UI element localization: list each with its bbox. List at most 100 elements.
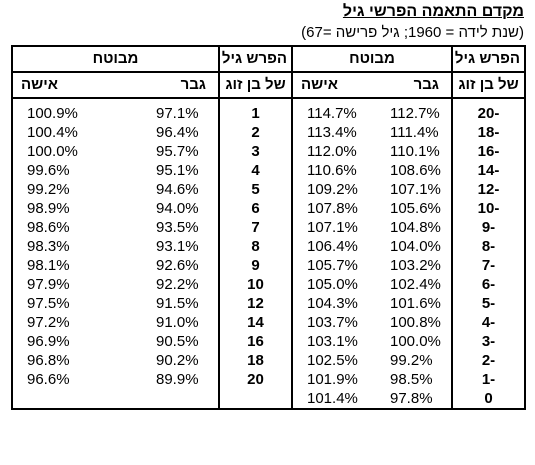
age-diff-cell: -9	[451, 218, 526, 237]
woman-value-cell: 99.6%	[11, 161, 144, 180]
header-woman-left: אישה	[11, 72, 144, 99]
man-value-cell: 100.8%	[390, 314, 441, 331]
age-diff-cell: 4	[218, 161, 292, 180]
woman-value-cell: 98.3%	[11, 237, 144, 256]
age-diff-cell: 7	[218, 218, 292, 237]
woman-value-cell: 96.6%	[11, 370, 144, 389]
woman-value-cell: 109.2%	[291, 180, 378, 199]
table-row: 0 97.8% 101.4%	[11, 389, 526, 410]
header-man-left: גבר	[144, 72, 219, 99]
woman-value-cell: 112.0%	[291, 142, 378, 161]
woman-value-cell: 105.7%	[291, 256, 378, 275]
age-diff-cell: 18	[218, 351, 292, 370]
age-diff-cell: 14	[218, 313, 292, 332]
man-value-cell: 94.6%	[156, 181, 199, 198]
man-value-cell: 98.5%	[390, 371, 433, 388]
age-diff-cell: -10	[451, 199, 526, 218]
age-diff-cell: 6	[218, 199, 292, 218]
man-value-cell: 92.6%	[156, 257, 199, 274]
man-value-cell: 111.4%	[390, 124, 439, 141]
table-row: -9 104.8% 107.1% 7 93.5% 98.6%	[11, 218, 526, 237]
woman-value-cell: 97.2%	[11, 313, 144, 332]
header-spouse-right: של בן זוג	[451, 72, 526, 99]
table-row: -7 103.2% 105.7% 9 92.6% 98.1%	[11, 256, 526, 275]
man-value-cell: 103.2%	[390, 257, 441, 274]
man-value-cell: 100.0%	[390, 333, 441, 350]
table-row: -10 105.6% 107.8% 6 94.0% 98.9%	[11, 199, 526, 218]
age-diff-cell: 2	[218, 123, 292, 142]
woman-value-cell: 97.9%	[11, 275, 144, 294]
table-row: -18 111.4% 113.4% 2 96.4% 100.4%	[11, 123, 526, 142]
age-diff-cell: -14	[451, 161, 526, 180]
age-diff-cell: 5	[218, 180, 292, 199]
man-value-cell: 96.4%	[156, 124, 199, 141]
age-diff-cell: 9	[218, 256, 292, 275]
age-diff-cell: -16	[451, 142, 526, 161]
man-value-cell: 91.0%	[156, 314, 199, 331]
man-value-cell: 105.6%	[390, 200, 441, 217]
age-diff-cell: 1	[218, 98, 292, 123]
man-value-cell: 95.7%	[156, 143, 199, 160]
woman-value-cell: 101.9%	[291, 370, 378, 389]
man-value-cell: 97.1%	[156, 105, 199, 122]
woman-value-cell: 100.0%	[11, 142, 144, 161]
table-row: -6 102.4% 105.0% 10 92.2% 97.9%	[11, 275, 526, 294]
age-diff-cell: -8	[451, 237, 526, 256]
woman-value-cell: 100.9%	[11, 98, 144, 123]
woman-value-cell: 110.6%	[291, 161, 378, 180]
age-diff-cell: -4	[451, 313, 526, 332]
woman-value-cell: 97.5%	[11, 294, 144, 313]
man-value-cell: 92.2%	[156, 276, 199, 293]
man-value-cell: 104.0%	[390, 238, 441, 255]
table-row: -12 107.1% 109.2% 5 94.6% 99.2%	[11, 180, 526, 199]
age-diff-cell: -1	[451, 370, 526, 389]
woman-value-cell: 98.1%	[11, 256, 144, 275]
woman-value-cell: 107.8%	[291, 199, 378, 218]
page-title: מקדם התאמה הפרשי גיל	[342, 3, 524, 20]
woman-value-cell: 96.9%	[11, 332, 144, 351]
age-diff-cell: 0	[451, 389, 526, 410]
table-row: -3 100.0% 103.1% 16 90.5% 96.9%	[11, 332, 526, 351]
woman-value-cell: 105.0%	[291, 275, 378, 294]
woman-value-cell	[11, 389, 144, 410]
man-value-cell: 108.6%	[390, 162, 441, 179]
age-diff-cell: 12	[218, 294, 292, 313]
header-insured-right: מבוטח	[291, 45, 452, 73]
man-value-cell	[144, 389, 219, 410]
woman-value-cell: 96.8%	[11, 351, 144, 370]
table-row: -4 100.8% 103.7% 14 91.0% 97.2%	[11, 313, 526, 332]
man-value-cell: 90.2%	[156, 352, 199, 369]
table-row: -8 104.0% 106.4% 8 93.1% 98.3%	[11, 237, 526, 256]
age-diff-cell: -18	[451, 123, 526, 142]
man-value-cell: 104.8%	[390, 219, 441, 236]
age-diff-cell: 20	[218, 370, 292, 389]
woman-value-cell: 103.7%	[291, 313, 378, 332]
woman-value-cell: 113.4%	[291, 123, 378, 142]
woman-value-cell: 103.1%	[291, 332, 378, 351]
age-diff-cell: 3	[218, 142, 292, 161]
man-value-cell: 101.6%	[390, 295, 441, 312]
woman-value-cell: 106.4%	[291, 237, 378, 256]
man-value-cell: 94.0%	[156, 200, 199, 217]
woman-value-cell: 104.3%	[291, 294, 378, 313]
woman-value-cell: 101.4%	[291, 389, 378, 410]
age-difference-table: הפרש גיל מבוטח הפרש גיל מבוטח של בן זוג …	[11, 45, 526, 410]
man-value-cell: 97.8%	[378, 389, 452, 410]
man-value-cell: 95.1%	[156, 162, 199, 179]
age-diff-cell: -12	[451, 180, 526, 199]
age-diff-cell	[218, 389, 292, 410]
man-value-cell: 89.9%	[156, 371, 199, 388]
table-row: -16 110.1% 112.0% 3 95.7% 100.0%	[11, 142, 526, 161]
man-value-cell: 99.2%	[390, 352, 433, 369]
man-value-cell: 93.5%	[156, 219, 199, 236]
woman-value-cell: 102.5%	[291, 351, 378, 370]
table-row: -1 98.5% 101.9% 20 89.9% 96.6%	[11, 370, 526, 389]
header-spouse-left: של בן זוג	[218, 72, 292, 99]
woman-value-cell: 98.9%	[11, 199, 144, 218]
table-row: -2 99.2% 102.5% 18 90.2% 96.8%	[11, 351, 526, 370]
age-diff-cell: -6	[451, 275, 526, 294]
age-diff-cell: -5	[451, 294, 526, 313]
man-value-cell: 90.5%	[156, 333, 199, 350]
age-diff-cell: 10	[218, 275, 292, 294]
woman-value-cell: 107.1%	[291, 218, 378, 237]
